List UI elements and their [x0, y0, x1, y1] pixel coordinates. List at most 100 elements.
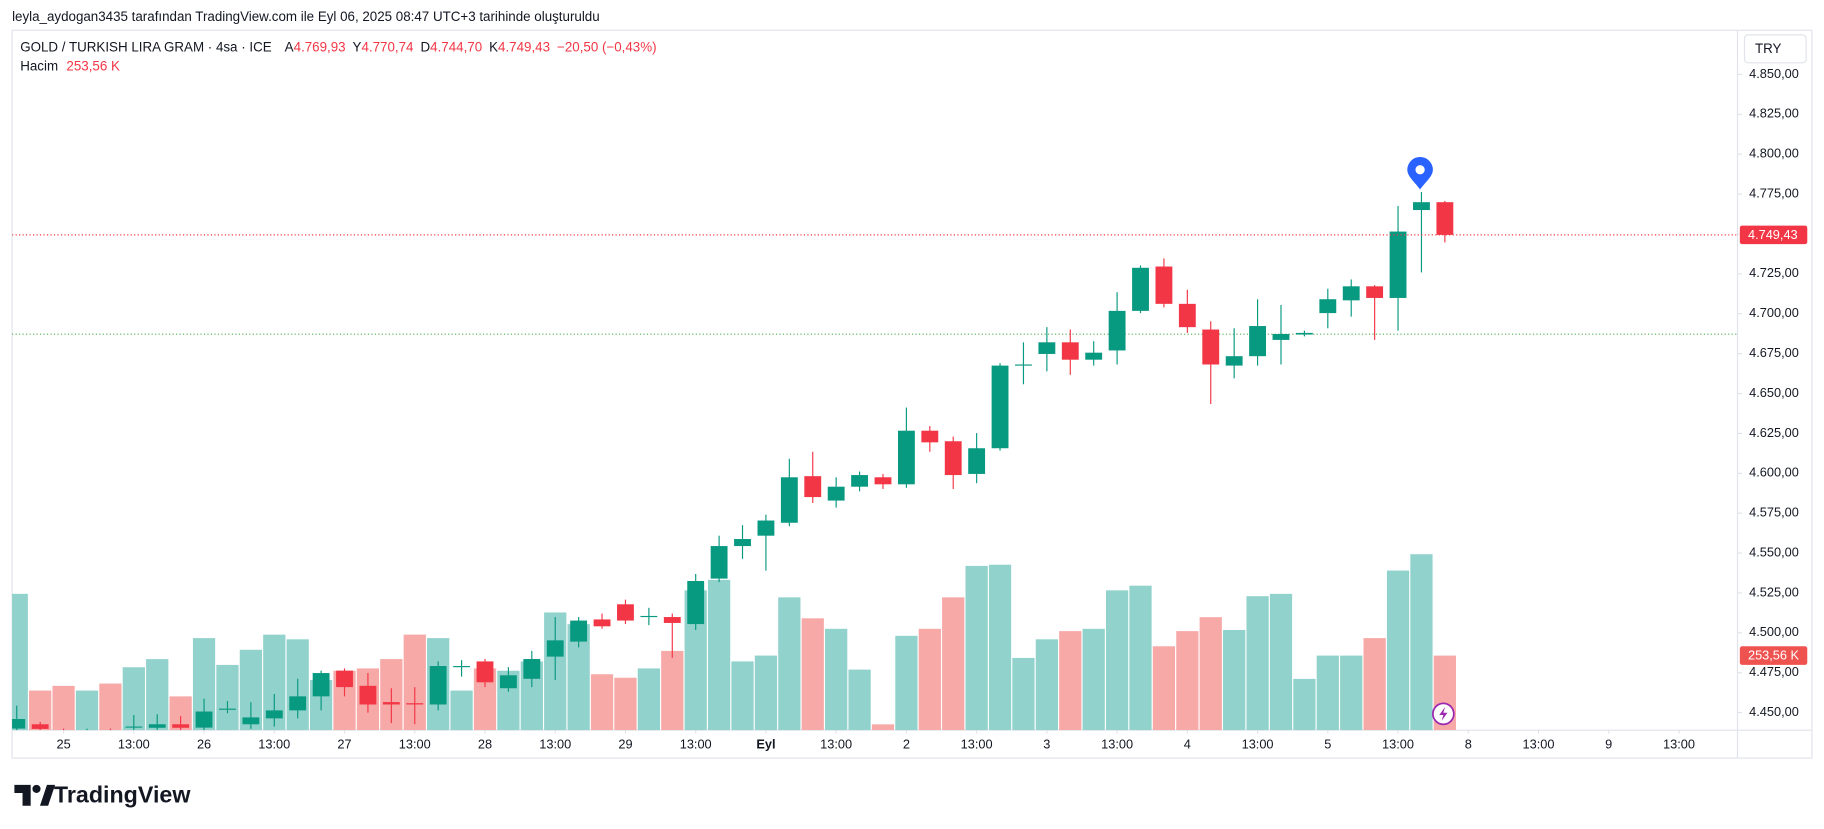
candle-body [148, 724, 166, 728]
y-tick-label: 4.675,00 [1749, 345, 1799, 360]
volume-bar [871, 724, 895, 731]
candle-body [968, 448, 986, 474]
volume-bar [450, 690, 473, 731]
candle-body [312, 673, 330, 697]
candle-body [593, 619, 611, 627]
candle-body [1366, 286, 1384, 298]
legend-value: 4.744,70 [430, 39, 482, 54]
x-tick-label: 13:00 [1523, 737, 1555, 752]
volume-bar [707, 579, 731, 731]
candle-body [499, 675, 517, 689]
volume-bar [1410, 554, 1433, 731]
candle-body [663, 617, 681, 623]
candle-body [1155, 266, 1173, 304]
volume-bar [567, 624, 590, 731]
candle-body [1132, 267, 1149, 311]
candle-body [172, 724, 190, 728]
currency-label[interactable]: TRY [1755, 41, 1782, 56]
candle-body [429, 666, 447, 705]
pin-marker[interactable] [1407, 156, 1433, 190]
x-tick-label: 2 [903, 737, 910, 752]
candle-body [710, 546, 728, 579]
y-tick-label: 4.600,00 [1749, 465, 1799, 480]
x-tick-label: 25 [56, 737, 70, 752]
candle-body [336, 670, 353, 688]
x-tick-label: 29 [618, 737, 632, 752]
volume-bar [637, 668, 660, 731]
legend-value: 4.749,43 [498, 39, 550, 54]
y-tick-label: 4.700,00 [1749, 305, 1799, 320]
x-tick-label: 13:00 [820, 737, 852, 752]
candle-body [359, 685, 377, 705]
volume-bar [1340, 655, 1363, 731]
currency-button[interactable] [1743, 34, 1807, 64]
x-tick-label: 13:00 [1242, 737, 1274, 752]
legend-value: 4.769,93 [294, 39, 346, 54]
volume-bar [965, 565, 988, 731]
volume-bar [1012, 657, 1035, 731]
candle-body [874, 477, 892, 485]
x-tick-label: 5 [1324, 737, 1331, 752]
candle-body [195, 711, 213, 728]
x-tick-label: 13:00 [258, 737, 290, 752]
candle-body [1413, 202, 1430, 211]
plot-area [12, 192, 1738, 738]
volume-bar [1105, 590, 1129, 731]
symbol: GOLD / TURKISH LIRA GRAM · 4sa · ICE [20, 39, 271, 54]
candle-body [219, 708, 236, 710]
volume-bar [122, 667, 145, 731]
candle-body [687, 580, 705, 625]
candle-body [1225, 356, 1243, 366]
volume-bar [614, 677, 637, 731]
candle-body [406, 703, 424, 705]
candle-body [453, 666, 471, 668]
candle-body [1436, 202, 1454, 235]
candle-body [79, 732, 96, 738]
volume-bar [239, 649, 262, 731]
candle-body [1061, 342, 1079, 360]
x-tick-label: 13:00 [1663, 737, 1695, 752]
candle-body [1342, 286, 1360, 301]
x-tick-label: Eyl [756, 737, 775, 752]
legend-change: −20,50 (−0,43%) [557, 39, 657, 54]
volume-bar [801, 618, 824, 731]
x-tick-label: 4 [1184, 737, 1191, 752]
volume-bar [1199, 617, 1222, 731]
volume-bar [52, 685, 75, 731]
candle-body [1038, 342, 1056, 354]
volume-bar [29, 690, 52, 731]
y-tick-label: 4.800,00 [1749, 146, 1799, 161]
y-tick-label: 4.525,00 [1749, 584, 1799, 599]
candle-body [921, 430, 939, 443]
volume-bar [1316, 655, 1339, 731]
volume-bar [942, 597, 965, 731]
candle-body [1249, 326, 1267, 357]
x-tick-label: 8 [1465, 737, 1472, 752]
candle-body [1202, 329, 1220, 365]
event-badge[interactable] [1432, 702, 1455, 726]
candle-body [1108, 310, 1126, 351]
volume-bar [1293, 678, 1316, 731]
brand-name: TradingView [54, 782, 191, 808]
volume-bar [1035, 639, 1058, 731]
candle-body [640, 615, 658, 618]
volume-bar [1152, 646, 1176, 731]
x-tick-label: 3 [1043, 737, 1050, 752]
y-tick-label: 4.575,00 [1749, 505, 1799, 520]
candle-body [12, 719, 26, 729]
volume-bar [1223, 629, 1246, 731]
last-price-tag [1739, 225, 1808, 245]
x-tick-label: 28 [478, 737, 492, 752]
candle-body [523, 659, 541, 679]
x-tick-label: 9 [1605, 737, 1612, 752]
candle-body [476, 661, 494, 683]
last-price-label: 4.749,43 [1748, 227, 1798, 242]
legend-header: GOLD / TURKISH LIRA GRAM · 4sa · ICE A4.… [20, 39, 656, 54]
volume-name: Hacim [20, 58, 58, 73]
y-tick-label: 4.725,00 [1749, 265, 1799, 280]
candle-body [991, 365, 1009, 449]
volume-bar [1059, 631, 1082, 731]
volume-bar [825, 628, 848, 731]
candle-body [382, 702, 400, 705]
volume-bar [12, 593, 28, 731]
